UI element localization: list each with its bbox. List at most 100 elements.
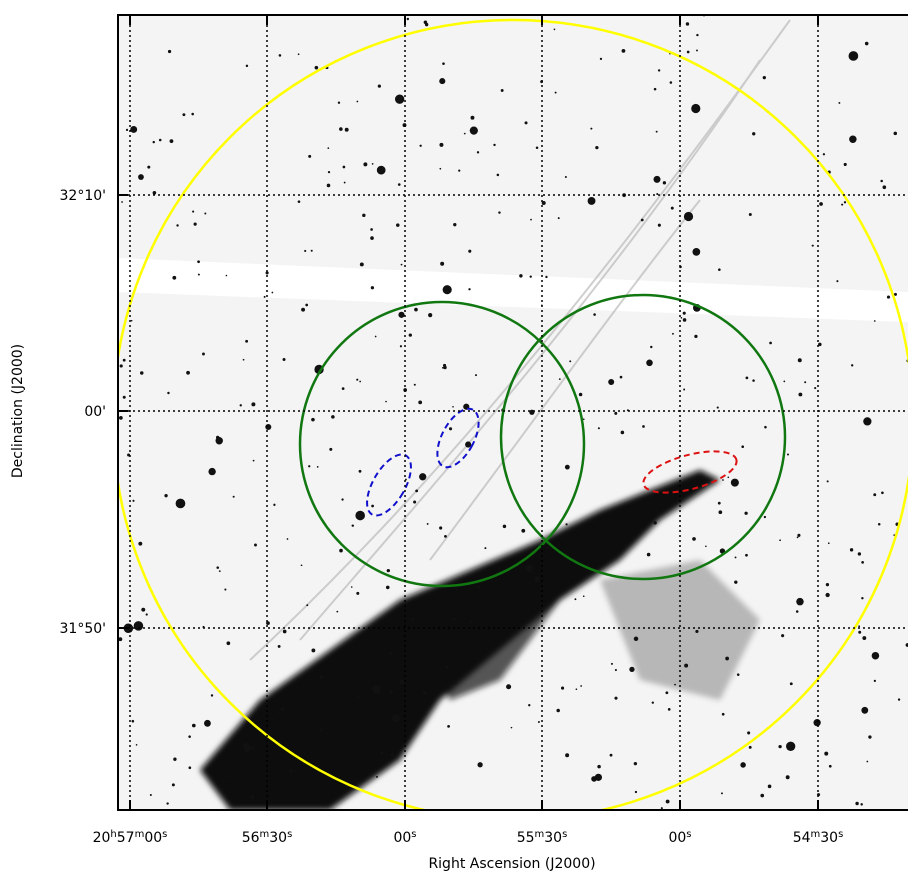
tick-label-part: s: [411, 829, 416, 840]
star: [414, 308, 418, 312]
star: [658, 69, 660, 71]
star: [460, 580, 462, 582]
star: [273, 504, 275, 506]
star: [138, 174, 144, 180]
star: [790, 682, 793, 685]
star: [874, 320, 876, 322]
star: [608, 379, 614, 385]
star: [123, 396, 126, 399]
star: [882, 185, 886, 189]
star: [519, 274, 522, 277]
star: [449, 427, 452, 430]
star: [506, 684, 511, 689]
x-tick-label: 54m30s: [793, 829, 844, 847]
star: [526, 564, 534, 572]
star: [829, 765, 832, 768]
star: [281, 708, 285, 712]
star: [455, 683, 457, 685]
star: [317, 466, 319, 468]
star: [439, 78, 445, 84]
star: [166, 802, 168, 804]
star: [547, 547, 549, 549]
star: [653, 176, 660, 183]
star: [159, 139, 162, 142]
x-tick-label: 55m30s: [517, 829, 568, 847]
star: [197, 260, 200, 263]
tick-label-part: 00: [144, 830, 162, 846]
star: [768, 785, 772, 789]
star: [760, 794, 764, 798]
tick-label-part: m: [535, 829, 545, 840]
y-tick-label: 31°50': [60, 621, 106, 637]
star: [764, 426, 767, 429]
tick-label-part: 00: [668, 830, 686, 846]
star: [360, 262, 364, 266]
star: [844, 163, 847, 166]
star: [306, 604, 308, 606]
star: [629, 667, 634, 672]
star: [427, 523, 429, 525]
star: [721, 792, 723, 794]
star: [227, 641, 231, 645]
star: [305, 304, 308, 307]
star: [264, 296, 266, 298]
star: [511, 727, 513, 729]
star: [372, 163, 374, 165]
star: [186, 371, 190, 375]
star: [628, 514, 630, 516]
star: [439, 168, 441, 170]
star: [392, 714, 400, 722]
star: [779, 539, 781, 541]
star: [359, 381, 361, 383]
star: [849, 136, 856, 143]
star: [798, 358, 802, 362]
star: [447, 725, 450, 728]
star: [590, 128, 592, 130]
star: [781, 634, 784, 637]
star: [692, 248, 700, 256]
x-tick-label: 20h57m00s: [93, 829, 168, 847]
star: [153, 141, 155, 143]
star: [580, 685, 582, 687]
star: [298, 53, 300, 55]
star: [769, 342, 772, 345]
tick-label-part: s: [162, 829, 167, 840]
star: [198, 274, 200, 276]
star: [735, 556, 737, 558]
star: [130, 126, 137, 133]
star: [525, 121, 528, 124]
star: [528, 704, 530, 706]
star: [598, 427, 600, 429]
star: [683, 312, 686, 315]
x-axis-title: Right Ascension (J2000): [428, 856, 595, 872]
star: [172, 276, 176, 280]
star: [611, 663, 613, 665]
star: [561, 687, 564, 690]
star: [654, 88, 657, 91]
star: [717, 406, 719, 408]
star: [663, 181, 666, 184]
star: [245, 340, 248, 343]
star: [132, 720, 135, 723]
star: [170, 139, 174, 143]
star: [826, 583, 829, 586]
star: [841, 204, 843, 206]
star: [138, 542, 142, 546]
star: [226, 275, 228, 277]
star: [858, 631, 861, 634]
star: [668, 708, 671, 711]
star: [391, 753, 394, 756]
star: [421, 639, 423, 641]
star: [339, 549, 343, 553]
star: [377, 166, 386, 175]
tick-label-part: 30: [269, 830, 287, 846]
star: [503, 525, 506, 528]
star: [339, 127, 343, 131]
star: [464, 133, 466, 135]
star: [290, 769, 293, 772]
star: [188, 735, 191, 738]
star: [167, 392, 169, 394]
star: [621, 431, 625, 435]
star: [796, 610, 799, 613]
star: [419, 145, 421, 147]
